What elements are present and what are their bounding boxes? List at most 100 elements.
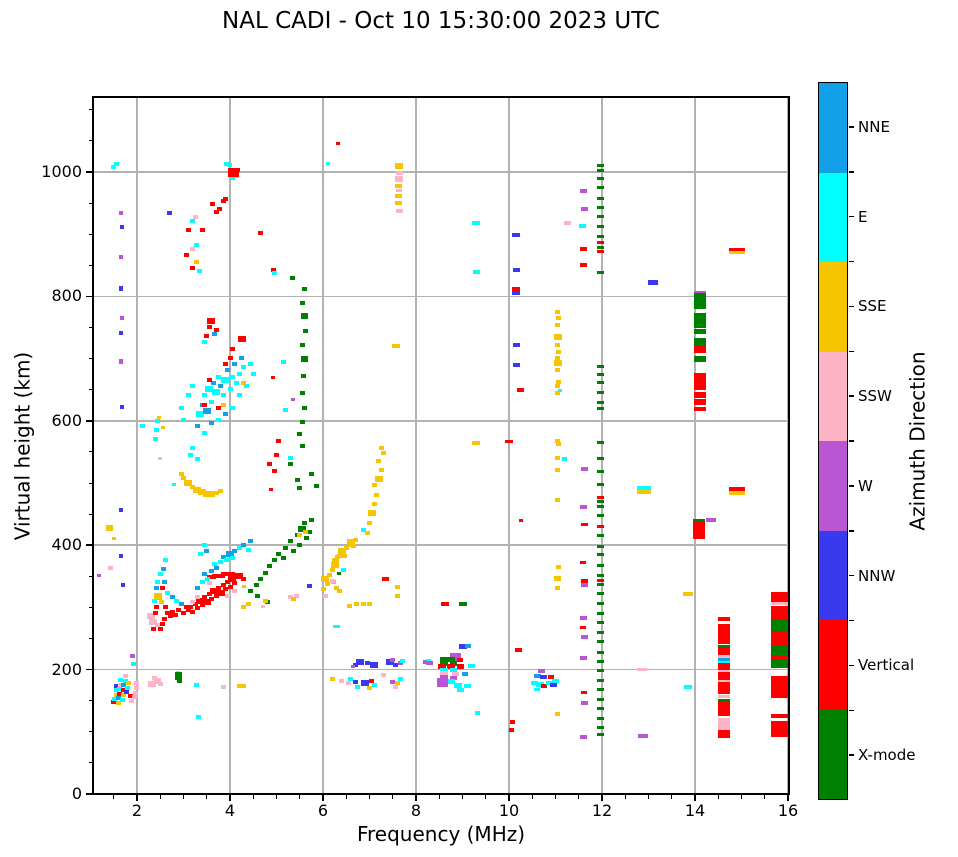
scatter-point — [717, 623, 730, 644]
scatter-point — [367, 520, 373, 525]
scatter-point — [132, 694, 138, 699]
scatter-point — [597, 525, 605, 529]
scatter-point — [597, 650, 605, 654]
scatter-point — [262, 570, 268, 575]
colorbar-tick — [849, 485, 854, 487]
scatter-point — [207, 490, 216, 497]
scatter-point — [267, 462, 273, 467]
scatter-point — [771, 620, 789, 633]
scatter-point — [220, 393, 226, 398]
scatter-point — [382, 577, 390, 582]
scatter-point — [115, 701, 121, 706]
x-minor-tick — [369, 795, 371, 799]
scatter-point — [194, 682, 200, 687]
colorbar-boundary-tick — [849, 350, 854, 352]
scatter-point — [449, 675, 457, 680]
scatter-point — [327, 573, 333, 578]
scatter-point — [597, 563, 605, 567]
scatter-point — [131, 662, 137, 666]
scatter-point — [297, 542, 303, 547]
y-axis-label-wrap: Virtual height (km) — [0, 98, 44, 794]
scatter-point — [452, 671, 460, 676]
scatter-point — [134, 680, 140, 685]
y-axis-label: Virtual height (km) — [10, 351, 34, 541]
scatter-point — [107, 566, 113, 571]
scatter-point — [248, 589, 254, 594]
scatter-point — [225, 571, 235, 576]
scatter-point — [220, 402, 226, 407]
scatter-point — [309, 517, 315, 522]
scatter-point — [555, 367, 561, 372]
scatter-point — [597, 400, 605, 404]
scatter-point — [579, 188, 587, 193]
colorbar-label-nnw: NNW — [858, 566, 896, 585]
x-minor-tick — [462, 795, 464, 799]
scatter-point — [127, 693, 133, 698]
scatter-point — [211, 562, 217, 567]
scatter-point — [213, 593, 219, 598]
scatter-point — [597, 224, 605, 228]
scatter-point — [118, 358, 123, 364]
scatter-point — [541, 684, 548, 689]
scatter-point — [190, 609, 196, 614]
scatter-point — [597, 612, 605, 616]
scatter-point — [449, 660, 457, 666]
colorbar-boundary-tick — [849, 709, 854, 711]
scatter-point — [397, 661, 403, 666]
scatter-point — [276, 438, 282, 443]
colorbar-segment-e — [819, 172, 847, 262]
scatter-point — [172, 483, 177, 487]
scatter-point — [185, 607, 191, 612]
x-tick-4 — [229, 795, 231, 801]
scatter-point — [188, 604, 194, 609]
scatter-point — [232, 589, 238, 594]
scatter-point — [184, 480, 193, 486]
scatter-point — [113, 688, 119, 693]
scatter-point — [155, 579, 161, 584]
scatter-point — [167, 614, 173, 619]
scatter-point — [555, 380, 561, 385]
scatter-point — [337, 571, 342, 575]
colorbar-label-nne: NNE — [858, 117, 890, 136]
scatter-point — [246, 601, 252, 606]
scatter-point — [140, 424, 146, 429]
scatter-point — [728, 490, 745, 495]
scatter-point — [339, 678, 345, 683]
scatter-point — [554, 390, 560, 395]
scatter-point — [220, 572, 230, 577]
scatter-point — [194, 586, 200, 591]
scatter-point — [597, 573, 605, 577]
scatter-point — [555, 497, 561, 502]
scatter-point — [771, 713, 789, 718]
scatter-point — [693, 406, 706, 411]
scatter-point — [693, 290, 706, 294]
scatter-point — [717, 669, 730, 673]
scatter-point — [202, 542, 208, 547]
scatter-point — [230, 556, 236, 561]
scatter-point — [717, 655, 730, 659]
scatter-point — [472, 269, 480, 274]
scatter-point — [440, 601, 449, 606]
scatter-point — [580, 561, 587, 565]
scatter-point — [297, 533, 303, 538]
scatter-point — [350, 664, 355, 668]
scatter-point — [581, 691, 588, 695]
scatter-point — [346, 543, 352, 548]
y-tick-label-200: 200 — [51, 659, 82, 679]
scatter-point — [453, 682, 462, 688]
scatter-point — [554, 359, 563, 366]
y-tick-200 — [86, 668, 92, 671]
colorbar-label-e: E — [858, 207, 868, 226]
scatter-point — [336, 141, 341, 145]
scatter-point — [322, 594, 328, 599]
scatter-point — [119, 507, 124, 512]
y-minor-tick — [88, 731, 92, 733]
scatter-point — [320, 586, 326, 591]
scatter-point — [447, 678, 455, 684]
scatter-point — [190, 247, 196, 252]
scatter-point — [597, 234, 605, 238]
scatter-point — [390, 657, 396, 662]
scatter-point — [353, 662, 359, 667]
scatter-point — [193, 242, 199, 247]
y-minor-tick — [88, 700, 92, 702]
